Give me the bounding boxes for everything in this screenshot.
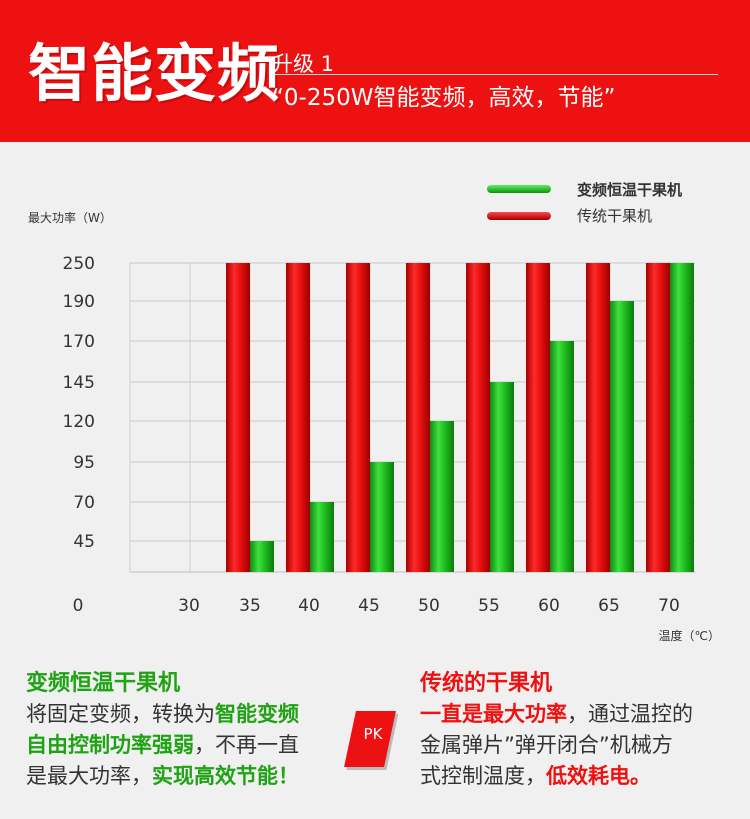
left-line1-b: 智能变频	[215, 702, 299, 726]
y-tick-label: 45	[73, 532, 95, 552]
bar-traditional	[646, 263, 670, 572]
legend-label-variable-frequency: 变频恒温干果机	[577, 181, 682, 199]
right-line1-a: 一直是最大功率	[420, 702, 567, 726]
right-title: 传统的干果机	[420, 671, 553, 696]
bar-traditional	[406, 263, 430, 572]
x-tick-label: 65	[598, 596, 620, 616]
legend-label-traditional: 传统干果机	[577, 207, 652, 225]
bar-variable-frequency	[670, 263, 694, 572]
y-tick-label: 145	[63, 373, 95, 393]
y-tick-label: 70	[73, 493, 95, 513]
divider	[272, 74, 718, 75]
bar-variable-frequency	[370, 462, 394, 572]
bar-variable-frequency	[610, 301, 634, 572]
bar-variable-frequency	[250, 541, 274, 572]
bar-traditional	[346, 263, 370, 572]
slogan: “0-250W智能变频，高效，节能”	[272, 85, 616, 111]
x-tick-label: 45	[358, 596, 380, 616]
left-line1-a: 将固定变频，转换为	[26, 702, 215, 726]
y-tick-label: 120	[63, 412, 95, 432]
left-line2-a: 自由控制功率强弱	[26, 733, 194, 757]
variable-frequency-description: 变频恒温干果机 将固定变频，转换为智能变频 自由控制功率强弱，不再一直 是最大功…	[26, 668, 346, 792]
power-chart: 最大功率（W） 250 190 170 145 120 95 70 45 0 30 35 40 45 50 5…	[28, 181, 720, 643]
header-banner: 智能变频 升级 1 “0-250W智能变频，高效，节能”	[0, 0, 750, 142]
x-axis-label: 温度（℃）	[659, 628, 720, 643]
y-tick-label: 95	[73, 453, 95, 473]
y-axis-label: 最大功率（W）	[28, 210, 112, 225]
left-line2-b: ，不再一直	[194, 733, 299, 757]
left-title: 变频恒温干果机	[26, 671, 181, 696]
y-tick-label: 250	[63, 254, 95, 274]
y-tick-label: 170	[63, 332, 95, 352]
bar-traditional	[226, 263, 250, 572]
bar-variable-frequency	[430, 421, 454, 572]
bar-traditional	[586, 263, 610, 572]
x-tick-label: 40	[298, 596, 320, 616]
x-tick-label: 0	[73, 596, 84, 616]
left-line3-a: 是最大功率，	[26, 764, 152, 788]
x-tick-label: 35	[239, 596, 261, 616]
right-line3-b: 低效耗电。	[546, 764, 651, 788]
bar-traditional	[526, 263, 550, 572]
bar-variable-frequency	[490, 382, 514, 572]
right-line1-b: ，通过温控的	[567, 702, 693, 726]
x-tick-label: 50	[418, 596, 440, 616]
y-tick-label: 190	[63, 292, 95, 312]
legend-swatch-green	[487, 185, 551, 193]
legend-swatch-red	[487, 212, 551, 220]
bar-variable-frequency	[550, 341, 574, 572]
bar-traditional	[466, 263, 490, 572]
bar-variable-frequency	[310, 502, 334, 572]
right-line2: 金属弹片”弹开闭合”机械方	[420, 733, 673, 757]
left-line3-b: 实现高效节能！	[152, 764, 299, 788]
upgrade-label: 升级 1	[272, 52, 335, 76]
x-tick-label: 70	[658, 596, 680, 616]
pk-badge-label: PK	[363, 725, 383, 743]
x-tick-label: 55	[478, 596, 500, 616]
traditional-description: 传统的干果机 一直是最大功率，通过温控的 金属弹片”弹开闭合”机械方 式控制温度…	[420, 668, 740, 792]
bar-traditional	[286, 263, 310, 572]
x-tick-label: 30	[178, 596, 200, 616]
right-line3-a: 式控制温度，	[420, 764, 546, 788]
page-title: 智能变频	[28, 37, 281, 110]
x-tick-label: 60	[538, 596, 560, 616]
